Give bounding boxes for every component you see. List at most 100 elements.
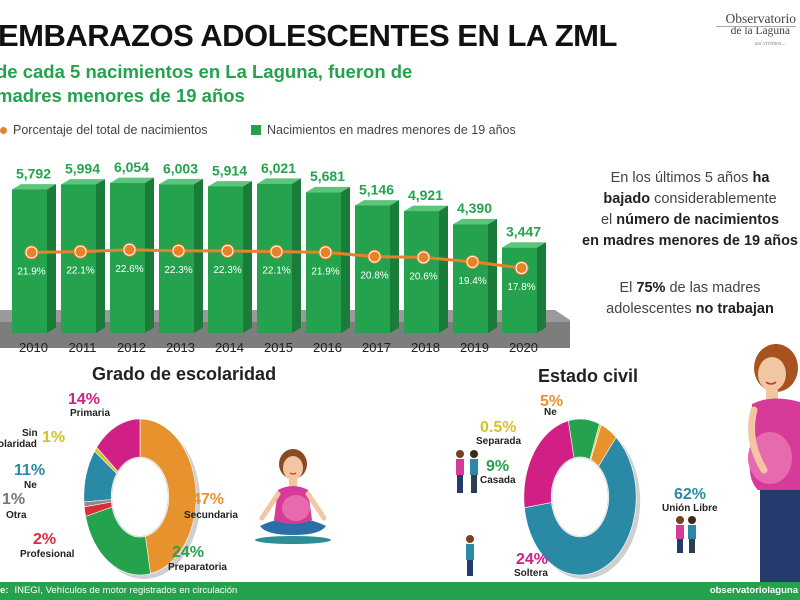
footer-bar: e: INEGI, Vehículos de motor registrados … (0, 582, 800, 600)
pct-point (271, 246, 282, 257)
bar-side-2015 (292, 178, 301, 333)
bar-top-2010 (12, 184, 56, 190)
bar-side-2010 (47, 184, 56, 333)
school-label-otra: Otra (6, 510, 27, 521)
subtitle-line-2: madres menores de 19 años (0, 85, 245, 106)
bar-2010 (12, 189, 47, 333)
pct-label: 21.9% (311, 266, 339, 277)
pct-point (467, 256, 478, 267)
school-label-profesional: Profesional (20, 549, 75, 560)
civil-pct-union: 62% (674, 486, 707, 503)
bar-2016 (306, 192, 341, 333)
legend-dot-icon (0, 126, 7, 134)
bar-top-2019 (453, 218, 497, 225)
civil-label-soltera: Soltera (514, 568, 548, 579)
x-tick-label: 2018 (411, 340, 440, 355)
x-tick-label: 2016 (313, 340, 342, 355)
school-pct-sin: 1% (42, 429, 66, 446)
pct-point (26, 247, 37, 258)
school-title: Grado de escolaridad (92, 364, 277, 384)
school-pct-preparatoria: 24% (172, 544, 205, 561)
bar-side-2014 (243, 181, 252, 333)
pregnant-woman-icon (748, 344, 800, 582)
pct-label: 19.4% (458, 276, 486, 287)
bar-2014 (208, 186, 243, 333)
bar-top-2020 (502, 242, 546, 248)
bar-side-2012 (145, 177, 154, 333)
school-pct-otra: 1% (2, 491, 26, 508)
bar-value-label: 3,447 (506, 224, 541, 240)
bar-top-2014 (208, 181, 252, 187)
bar-value-label: 5,681 (310, 168, 345, 184)
civil-hole (552, 458, 608, 536)
logo: Observatorio de la Laguna así vivimos... (716, 12, 796, 51)
couple-separated-icon (456, 450, 478, 493)
pct-label: 22.1% (262, 266, 290, 277)
bar-2018 (404, 211, 439, 333)
bar-value-label: 6,003 (163, 160, 198, 176)
school-hole (112, 458, 168, 536)
bar-top-2011 (61, 179, 105, 185)
bar-2019 (453, 224, 488, 333)
bar-side-2020 (537, 242, 546, 333)
school-label-secundaria: Secundaria (184, 510, 238, 521)
bar-top-2013 (159, 178, 203, 185)
civil-label-separada: Separada (476, 436, 522, 447)
x-tick-label: 2013 (166, 340, 195, 355)
bar-2011 (61, 184, 96, 333)
bar-value-label: 5,994 (65, 160, 100, 176)
x-tick-label: 2010 (19, 340, 48, 355)
bar-2012 (110, 183, 145, 333)
logo-line-3: así vivimos... (754, 41, 786, 47)
pct-point (418, 252, 429, 263)
logo-line-2: de la Laguna (730, 25, 790, 37)
bar-value-label: 6,054 (114, 159, 149, 175)
footer-site: observatoriolaguna (709, 585, 798, 596)
pct-label: 17.8% (507, 282, 535, 293)
side-note-2: El 75% de las madres adolescentes no tra… (606, 280, 774, 317)
bar-side-2017 (390, 200, 399, 333)
x-tick-label: 2012 (117, 340, 146, 355)
legend-bar-label: Nacimientos en madres menores de 19 años (267, 123, 516, 137)
school-slice-primaria (96, 418, 141, 473)
bar-side-2013 (194, 178, 203, 333)
bar-value-label: 5,914 (212, 162, 247, 178)
x-tick-label: 2014 (215, 340, 244, 355)
legend-bar: Nacimientos en madres menores de 19 años (251, 123, 516, 137)
civil-title: Estado civil (538, 366, 639, 386)
pct-label: 22.3% (164, 265, 192, 276)
page-subtitle: de cada 5 nacimientos en La Laguna, fuer… (0, 60, 436, 108)
bar-value-label: 4,921 (408, 187, 443, 203)
civil-pct-ne: 5% (540, 393, 564, 410)
legend-line-label: Porcentaje del total de nacimientos (13, 123, 208, 137)
civil-label-ne: Ne (544, 407, 557, 418)
meditating-woman-icon (255, 449, 331, 544)
legend-square-icon (251, 125, 261, 135)
x-tick-label: 2015 (264, 340, 293, 355)
civil-label-union: Unión Libre (662, 503, 718, 514)
school-pct-profesional: 2% (33, 531, 57, 548)
pct-label: 22.6% (115, 264, 143, 275)
logo-rule (716, 26, 796, 27)
x-tick-label: 2017 (362, 340, 391, 355)
legend-line: Porcentaje del total de nacimientos (0, 123, 208, 137)
school-donut-chart (83, 418, 201, 579)
civil-pct-casada: 9% (486, 458, 510, 475)
bar-top-2015 (257, 178, 301, 184)
pct-point (369, 251, 380, 262)
page-title: EMBARAZOS ADOLESCENTES EN LA ZML (0, 18, 617, 53)
pct-point (320, 247, 331, 258)
x-tick-label: 2011 (69, 340, 97, 355)
bar-side-2011 (96, 179, 105, 333)
bar-side-2019 (488, 218, 497, 333)
bar-top-2017 (355, 200, 399, 206)
bar-value-label: 6,021 (261, 160, 296, 176)
pct-label: 20.8% (360, 271, 388, 282)
civil-slice-unión-libre (524, 436, 637, 576)
civil-pct-soltera: 24% (516, 551, 549, 568)
civil-pct-separada: 0.5% (480, 419, 517, 436)
pct-point (75, 246, 86, 257)
school-pct-ne: 11% (14, 462, 46, 479)
subtitle-line-1: de cada 5 nacimientos en La Laguna, fuer… (0, 61, 413, 82)
pct-point (124, 244, 135, 255)
